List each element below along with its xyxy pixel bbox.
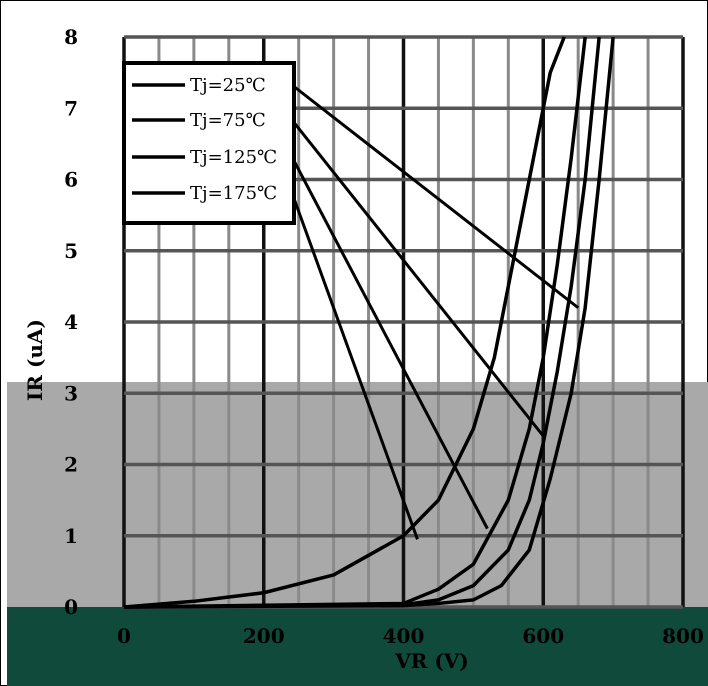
series-line (123, 36, 615, 609)
y-tick-label: 2 (64, 453, 78, 477)
legend-leader-line (290, 119, 545, 437)
series-group (123, 36, 615, 609)
x-tick-label: 200 (243, 624, 285, 648)
legend-leader-line (290, 192, 419, 540)
y-tick-label: 8 (64, 25, 78, 49)
y-tick-label: 3 (64, 381, 78, 405)
legend-leader-line (291, 83, 580, 309)
gray-band (7, 382, 708, 607)
y-tick-label: 7 (64, 96, 78, 120)
legend-box (122, 61, 296, 225)
y-tick-label: 6 (64, 168, 78, 192)
x-axis-title: VR (V) (394, 649, 469, 673)
legend-label: Tj=75℃ (190, 110, 266, 131)
x-tick-label: 0 (117, 624, 131, 648)
y-axis-title: IR (uA) (23, 319, 47, 401)
legend-label: Tj=125℃ (190, 147, 277, 168)
legend-label: Tj=25℃ (190, 75, 266, 96)
x-tick-label: 600 (522, 624, 564, 648)
x-tick-label: 400 (383, 624, 425, 648)
series-line (123, 36, 566, 609)
y-tick-label: 5 (64, 239, 78, 263)
y-tick-label: 0 (64, 595, 78, 619)
legend-leader-line (290, 156, 489, 530)
legend-leader-lines (290, 83, 580, 540)
tick-labels: 0 200 400 600 800 0 1 2 3 4 5 6 7 8 (64, 25, 704, 648)
x-tick-label: 800 (662, 624, 704, 648)
legend: Tj=25℃ Tj=75℃ Tj=125℃ Tj=175℃ (122, 61, 296, 225)
dark-band (7, 607, 708, 686)
y-tick-label: 1 (64, 524, 78, 548)
legend-label: Tj=175℃ (190, 183, 277, 204)
series-line (123, 36, 587, 609)
series-line (123, 36, 601, 609)
y-tick-label: 4 (64, 310, 78, 334)
